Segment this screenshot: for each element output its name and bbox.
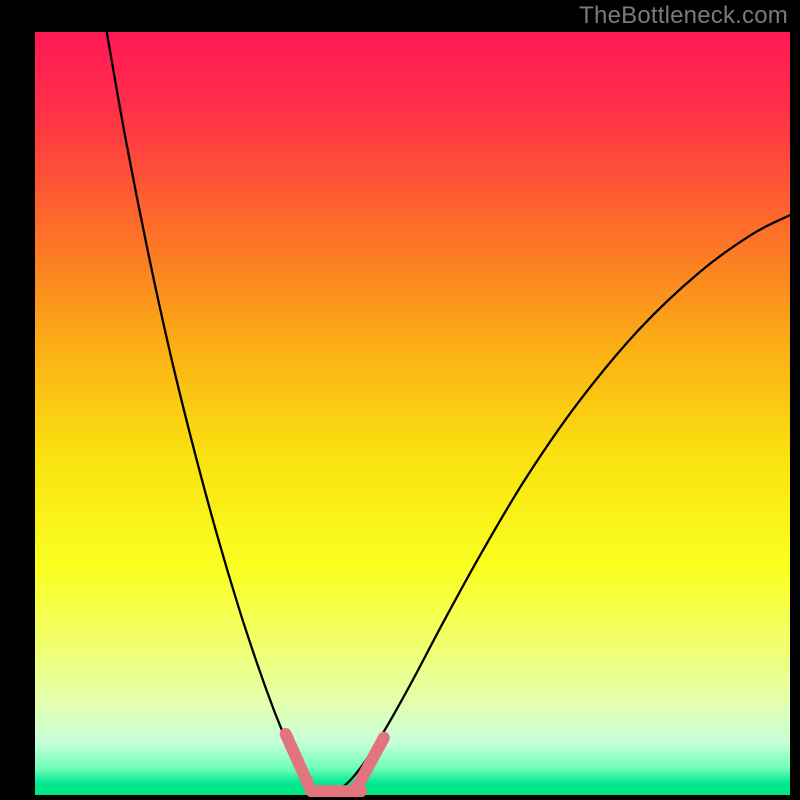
watermark-text: TheBottleneck.com <box>579 2 788 30</box>
chart-container: { "watermark": { "text": "TheBottleneck.… <box>0 0 800 800</box>
bottleneck-curve-chart <box>0 0 800 800</box>
